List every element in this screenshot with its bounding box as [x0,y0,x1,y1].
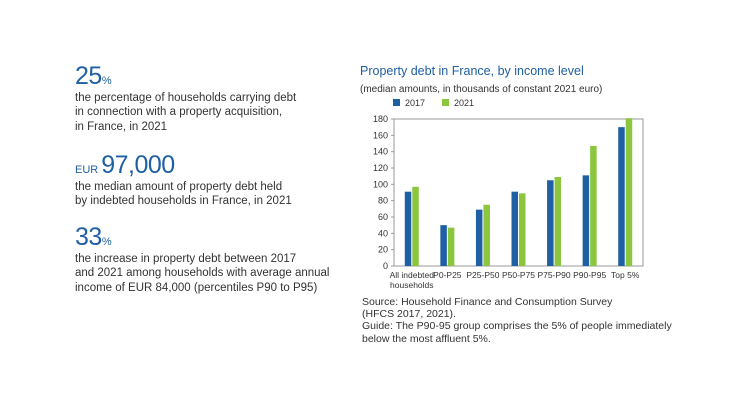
chart-title: Property debt in France, by income level [360,64,584,78]
y-tick-label: 60 [378,212,388,222]
stat-description-line: and 2021 among households with average a… [75,267,330,280]
stat-households-with-debt: 25% the percentage of households carryin… [75,64,296,134]
stat-number: 33 [75,223,102,251]
stat-value: 25% [75,64,296,89]
stat-value: 33% [75,225,329,250]
x-tick-label: P50-P75 [502,270,535,280]
y-tick-label: 100 [373,179,388,189]
stat-description: the increase in property debt between 20… [75,252,329,295]
bar-2021 [483,204,490,266]
plot-frame [393,118,644,267]
x-tick-label: All indebted [390,270,435,280]
source-note: Source: Household Finance and Consumptio… [362,296,613,308]
stat-description-line: the percentage of households carrying de… [75,92,297,104]
stat-number: 97,000 [101,151,175,179]
bar-2021 [412,186,419,266]
bar-2017 [511,191,518,266]
chart-subtitle: (median amounts, in thousands of constan… [360,84,603,95]
bar-2021 [625,118,633,266]
stat-description-line: income of EUR 84,000 (percentiles P90 to… [75,281,318,294]
y-tick-label: 180 [373,114,388,124]
stat-description-line: the increase in property debt between 20… [75,253,297,265]
x-tick-label: P0-P25 [433,270,462,280]
bar-2021 [447,227,455,266]
x-tick-label: Top 5% [611,270,640,280]
stat-unit: % [101,236,112,248]
stat-description: the median amount of property debt held … [75,180,292,209]
stat-description-line: in connection with a property acquisitio… [75,106,283,119]
stat-description-line: the median amount of property debt held [75,181,283,193]
x-tick-label: households [390,280,433,290]
guide-note: below the most affluent 5%. [362,332,491,345]
x-tick-label: P75-P90 [538,270,571,280]
bar-2021 [519,193,526,266]
y-tick-label: 160 [373,130,388,140]
bar-2021 [590,145,597,266]
y-tick-label: 120 [373,163,388,173]
stat-description-line: by indebted households in France, in 202… [75,195,292,208]
bar-2017 [618,127,625,267]
chart-notes: Source: Household Finance and Consumptio… [362,296,672,345]
y-tick-label: 20 [378,245,388,255]
y-tick-label: 140 [373,147,388,157]
property-debt-bar-chart: 0 20 40 60 80 100 120 140 160 180 All indebtedhous… [373,98,644,290]
bar-2017 [404,191,412,266]
y-tick-label: 0 [383,261,388,271]
bar-2017 [582,175,590,266]
stat-description: the percentage of households carrying de… [75,91,296,134]
legend-swatch-2017 [393,99,400,106]
legend-label: 2021 [454,98,474,108]
stat-value: EUR 97,000 [75,153,292,178]
source-note: (HFCS 2017, 2021). [362,308,456,321]
stat-debt-increase: 33% the increase in property debt betwee… [75,225,329,295]
guide-note: Guide: The P90-95 group comprises the 5%… [362,320,672,333]
bar-2021 [554,176,562,266]
y-tick-label: 40 [378,228,388,238]
y-tick-label: 80 [378,196,388,206]
x-tick-label: P25-P50 [466,270,499,280]
stat-unit: % [101,75,112,87]
stat-prefix: EUR [75,164,99,176]
stat-description-line: in France, in 2021 [75,120,168,133]
stat-median-debt: EUR 97,000 the median amount of property … [75,153,292,209]
bar-2017 [547,180,554,266]
stat-number: 25 [75,62,102,90]
x-tick-label: P90-P95 [573,270,606,280]
bar-2017 [440,225,447,266]
legend-label: 2017 [405,98,425,108]
bar-2017 [475,209,483,266]
legend-swatch-2021 [442,99,449,106]
